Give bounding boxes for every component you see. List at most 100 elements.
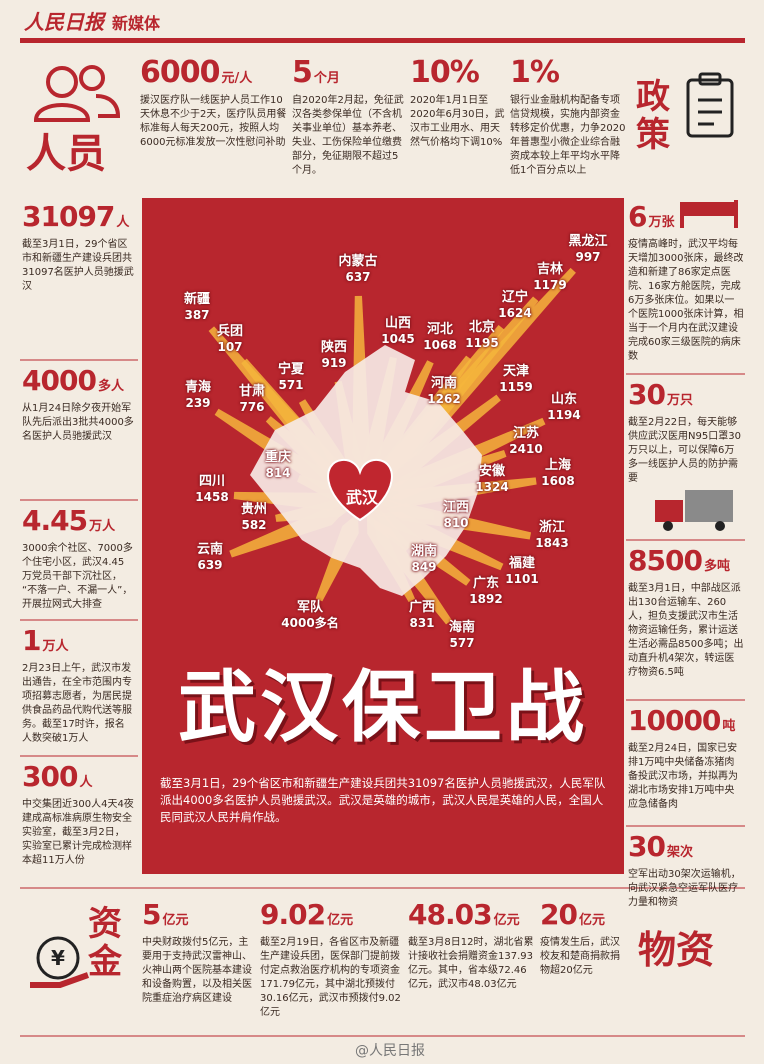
footer-watermark: @人民日报 [355, 1043, 425, 1059]
province: 云南 639 [170, 542, 250, 573]
province: 黑龙江 997 [548, 234, 628, 265]
item-head: 300 人 [22, 760, 134, 794]
province-value: 849 [411, 560, 437, 574]
province-value: 1179 [533, 278, 567, 292]
province-value: 1458 [195, 490, 229, 504]
item-head: 1 万人 [22, 624, 134, 658]
province-value: 814 [265, 466, 291, 480]
big-number: 300 [22, 760, 78, 793]
item-head: 5 亿元 [142, 898, 254, 932]
item-head: 4000 多人 [22, 364, 134, 398]
big-number: 30 [628, 830, 666, 863]
province-name: 重庆 [264, 450, 291, 465]
province: 天津 1159 [476, 364, 556, 395]
big-number: 20 [540, 898, 578, 931]
item-head: 1% [510, 56, 626, 90]
big-number: 9.02 [260, 898, 326, 931]
province: 辽宁 1624 [475, 290, 555, 321]
province: 广西 831 [382, 600, 462, 631]
province: 青海 239 [158, 380, 238, 411]
center-city: 武汉 [345, 488, 378, 507]
province-value: 1045 [381, 332, 415, 346]
province: 军队 4000多名 [270, 600, 350, 631]
heart [327, 458, 393, 522]
province-name: 广西 [408, 600, 435, 615]
info-item: 20 亿元疫情发生后，武汉校友和楚商捐款捐物超20亿元 [540, 898, 624, 978]
province: 福建 1101 [482, 556, 562, 587]
item-text: 截至3月1日，中部战区派出130台运输车、260人，担负支援武汉市生活物资运输任… [628, 583, 744, 678]
people-icon [33, 65, 121, 122]
item-text: 中交集团近300人4天4夜建成高标准病原生物安全实验室，截至3月2日，实验室已累… [22, 799, 134, 866]
province-value: 1892 [469, 592, 503, 606]
item-text: 银行业金融机构配备专项信贷规模，实施内部资金转移定价优惠，力争2020年普惠型小… [510, 95, 626, 176]
money-icon: ¥ [30, 936, 90, 988]
province: 新疆 387 [157, 292, 237, 323]
province-value: 107 [217, 340, 243, 354]
province-value: 1101 [505, 572, 539, 586]
item-head: 10% [410, 56, 506, 90]
province: 兵团 107 [190, 324, 270, 355]
province-value: 1262 [427, 392, 461, 406]
province-value: 4000多名 [281, 616, 339, 630]
item-head: 30 万只 [628, 378, 744, 412]
province: 重庆 814 [238, 450, 318, 481]
province-name: 海南 [448, 620, 475, 635]
province-name: 贵州 [240, 502, 267, 517]
item-text: 截至2月19日，各省区市及新疆生产建设兵团，医保部门提前拨付定点救治医疗机构的专… [260, 937, 401, 1018]
unit: 亿元 [493, 913, 520, 928]
province-value: 831 [409, 616, 435, 630]
info-item: 4000 多人从1月24日除夕夜开始军队先后派出3批共4000多名医护人员驰援武汉 [22, 364, 134, 444]
logo-sub: 新媒体 [112, 14, 161, 33]
province: 陕西 919 [294, 340, 374, 371]
province-name: 江苏 [512, 426, 539, 441]
province: 湖南 849 [384, 544, 464, 575]
funds-label: 资金 [88, 904, 122, 982]
item-head: 5 个月 [292, 56, 404, 90]
svg-text:¥: ¥ [51, 946, 65, 970]
province-value: 387 [184, 308, 210, 322]
province: 江苏 2410 [486, 426, 566, 457]
province-name: 福建 [508, 556, 535, 571]
big-number: 1 [22, 624, 42, 657]
province-value: 582 [241, 518, 267, 532]
province: 浙江 1843 [512, 520, 592, 551]
info-item: 30 万只 截至2月22日，每天能够供应武汉医用N95口罩30万只以上，可以保障6万… [628, 378, 744, 486]
province-name: 安徽 [478, 464, 505, 479]
province-name: 吉林 [536, 262, 563, 277]
item-head: 10000 吨 [628, 704, 744, 738]
province-name: 云南 [196, 542, 223, 557]
unit: 架次 [666, 845, 693, 860]
unit: 万人 [89, 519, 116, 534]
big-number: 1% [510, 55, 560, 90]
info-item: 300 人中交集团近300人4天4夜建成高标准病原生物安全实验室，截至3月2日，实… [22, 760, 134, 868]
province: 北京 1195 [442, 320, 522, 351]
province-name: 北京 [468, 320, 495, 335]
province-name: 天津 [502, 364, 529, 379]
province-value: 919 [321, 356, 347, 370]
province: 河南 1262 [404, 376, 484, 407]
province-name: 宁夏 [277, 362, 304, 377]
big-number: 5 [292, 55, 313, 90]
item-text: 疫情发生后，武汉校友和楚商捐款捐物超20亿元 [540, 937, 620, 976]
info-item: 1% 银行业金融机构配备专项信贷规模，实施内部资金转移定价优惠，力争2020年普惠… [510, 56, 626, 178]
province: 江西 810 [416, 500, 496, 531]
province-value: 637 [345, 270, 371, 284]
province-name: 新疆 [183, 292, 210, 307]
clipboard-icon [686, 72, 734, 138]
unit: 亿元 [578, 913, 605, 928]
province-name: 河南 [430, 376, 457, 391]
item-text: 从1月24日除夕夜开始军队先后派出3批共4000多名医护人员驰援武汉 [22, 403, 134, 442]
province: 四川 1458 [172, 474, 252, 505]
province-name: 兵团 [216, 324, 243, 339]
item-text: 2020年1月1日至2020年6月30日，武汉市工业用水、用天然气价格均下调10… [410, 95, 505, 148]
info-item: 9.02 亿元截至2月19日，各省区市及新疆生产建设兵团，医保部门提前拨付定点救治… [260, 898, 402, 1020]
unit: 吨 [722, 719, 736, 734]
item-text: 空军出动30架次运输机，向武汉紧急空运军队医疗力量和物资 [628, 869, 741, 908]
item-head: 6000 元/人 [140, 56, 288, 90]
unit: 亿元 [327, 913, 354, 928]
item-head: 30 架次 [628, 830, 744, 864]
province-value: 1843 [535, 536, 569, 550]
bed-icon [680, 200, 738, 228]
province-name: 黑龙江 [568, 234, 608, 249]
unit: 人 [116, 215, 130, 230]
